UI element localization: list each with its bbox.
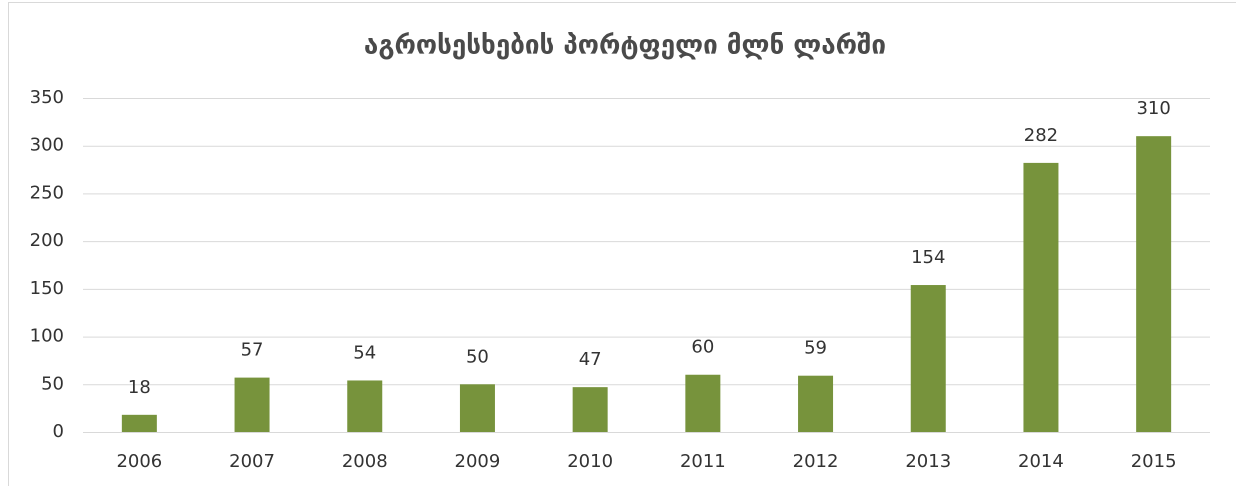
x-tick-label: 2011 xyxy=(680,451,726,472)
bar xyxy=(234,377,270,432)
y-tick-label: 50 xyxy=(41,373,64,394)
y-tick-label: 200 xyxy=(30,230,64,251)
data-label: 18 xyxy=(128,377,151,398)
x-tick-label: 2014 xyxy=(1018,451,1064,472)
x-tick-label: 2012 xyxy=(793,451,839,472)
x-tick-label: 2015 xyxy=(1131,451,1177,472)
bar xyxy=(1136,136,1172,432)
data-label: 47 xyxy=(579,349,602,370)
x-tick-label: 2007 xyxy=(229,451,275,472)
bar xyxy=(798,375,834,432)
data-label: 54 xyxy=(353,342,376,363)
data-label: 60 xyxy=(691,337,714,358)
bar xyxy=(685,374,721,432)
bar xyxy=(459,384,495,432)
x-tick-label: 2013 xyxy=(905,451,951,472)
bar xyxy=(347,380,383,432)
bar xyxy=(1023,162,1059,433)
data-label: 50 xyxy=(466,346,489,367)
y-tick-label: 250 xyxy=(30,182,64,203)
data-label: 154 xyxy=(911,247,945,268)
data-label: 59 xyxy=(804,338,827,359)
y-tick-label: 100 xyxy=(30,326,64,347)
bar xyxy=(121,414,157,432)
x-tick-label: 2008 xyxy=(342,451,388,472)
bar xyxy=(910,285,946,432)
x-tick-label: 2010 xyxy=(567,451,613,472)
x-tick-label: 2009 xyxy=(455,451,501,472)
chart-border xyxy=(8,2,1236,486)
x-tick-label: 2006 xyxy=(116,451,162,472)
data-label: 282 xyxy=(1024,125,1058,146)
y-tick-label: 350 xyxy=(30,87,64,108)
y-tick-label: 0 xyxy=(53,421,64,442)
y-tick-label: 150 xyxy=(30,278,64,299)
chart-title: აგროსესხების პორტფელი მლნ ლარში xyxy=(364,31,886,61)
data-label: 310 xyxy=(1136,98,1170,119)
data-label: 57 xyxy=(241,340,264,361)
bar xyxy=(572,387,608,432)
y-tick-label: 300 xyxy=(30,135,64,156)
